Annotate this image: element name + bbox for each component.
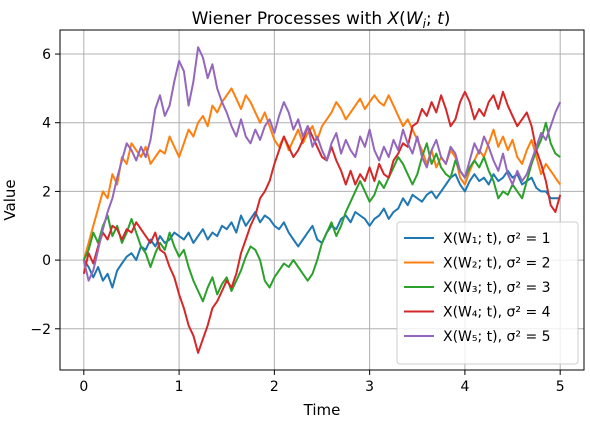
y-tick-label: −2 bbox=[30, 322, 51, 338]
plot-frame bbox=[59, 29, 585, 371]
y-tick-label: 2 bbox=[42, 184, 51, 200]
axis-ticks: 0 1 2 3 4 5 −2 0 2 4 6 bbox=[30, 47, 564, 395]
x-axis-label: Time bbox=[303, 401, 341, 419]
legend-label-3: X(W₃; t), σ² = 3 bbox=[443, 280, 551, 296]
x-tick-label: 0 bbox=[79, 379, 88, 395]
series-line-4 bbox=[82, 90, 562, 354]
legend-label-5: X(W₅; t), σ² = 5 bbox=[443, 329, 551, 345]
series-line-5 bbox=[82, 46, 562, 282]
x-tick-label: 5 bbox=[556, 379, 565, 395]
y-tick-label: 0 bbox=[42, 253, 51, 269]
series-lines bbox=[82, 46, 562, 354]
x-tick-label: 2 bbox=[270, 379, 279, 395]
x-tick-label: 1 bbox=[175, 379, 184, 395]
x-tick-label: 3 bbox=[365, 379, 374, 395]
legend-label-4: X(W₄; t), σ² = 4 bbox=[443, 305, 551, 321]
legend-box bbox=[396, 221, 579, 365]
x-tick-label: 4 bbox=[460, 379, 469, 395]
series-line-2 bbox=[82, 87, 562, 261]
chart-title: Wiener Processes with X(Wi; t) bbox=[192, 9, 451, 31]
y-tick-label: 4 bbox=[42, 116, 51, 132]
y-axis-label: Value bbox=[1, 179, 19, 220]
series-line-3 bbox=[82, 121, 561, 303]
legend-label-2: X(W₂; t), σ² = 2 bbox=[443, 256, 551, 272]
legend-label-1: X(W₁; t), σ² = 1 bbox=[443, 231, 551, 247]
y-tick-label: 6 bbox=[42, 47, 51, 63]
legend: X(W₁; t), σ² = 1 X(W₂; t), σ² = 2 X(W₃; t)… bbox=[396, 221, 579, 365]
